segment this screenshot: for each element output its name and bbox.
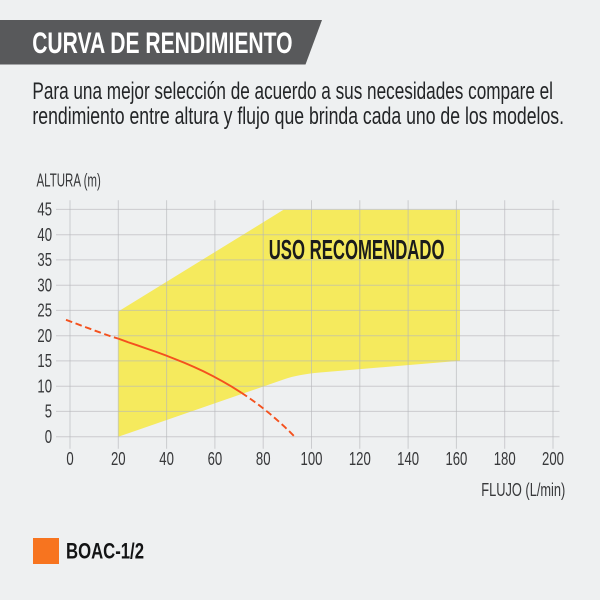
svg-text:0: 0 xyxy=(45,426,52,447)
svg-text:180: 180 xyxy=(494,448,516,469)
svg-text:60: 60 xyxy=(208,448,223,469)
svg-text:20: 20 xyxy=(37,325,52,346)
svg-text:40: 40 xyxy=(37,224,52,245)
svg-text:0: 0 xyxy=(66,448,73,469)
svg-text:FLUJO (L/min): FLUJO (L/min) xyxy=(481,479,565,500)
svg-text:80: 80 xyxy=(256,448,271,469)
svg-text:BOAC-1/2: BOAC-1/2 xyxy=(66,539,144,564)
svg-text:160: 160 xyxy=(445,448,467,469)
svg-text:CURVA DE RENDIMIENTO: CURVA DE RENDIMIENTO xyxy=(32,27,292,60)
svg-text:25: 25 xyxy=(37,300,52,321)
svg-text:10: 10 xyxy=(37,376,52,397)
svg-text:USO RECOMENDADO: USO RECOMENDADO xyxy=(269,234,445,265)
svg-text:40: 40 xyxy=(159,448,174,469)
svg-text:20: 20 xyxy=(111,448,126,469)
svg-text:140: 140 xyxy=(397,448,419,469)
svg-text:45: 45 xyxy=(37,199,52,220)
svg-text:ALTURA (m): ALTURA (m) xyxy=(37,171,101,191)
svg-text:120: 120 xyxy=(349,448,371,469)
svg-text:rendimiento entre altura y flu: rendimiento entre altura y flujo que bri… xyxy=(32,103,564,130)
svg-text:Para una mejor selección de ac: Para una mejor selección de acuerdo a su… xyxy=(32,78,553,105)
svg-text:15: 15 xyxy=(37,350,52,371)
svg-text:35: 35 xyxy=(37,249,52,270)
svg-text:200: 200 xyxy=(542,448,564,469)
svg-text:30: 30 xyxy=(37,275,52,296)
svg-text:100: 100 xyxy=(301,448,323,469)
svg-text:5: 5 xyxy=(45,401,52,422)
